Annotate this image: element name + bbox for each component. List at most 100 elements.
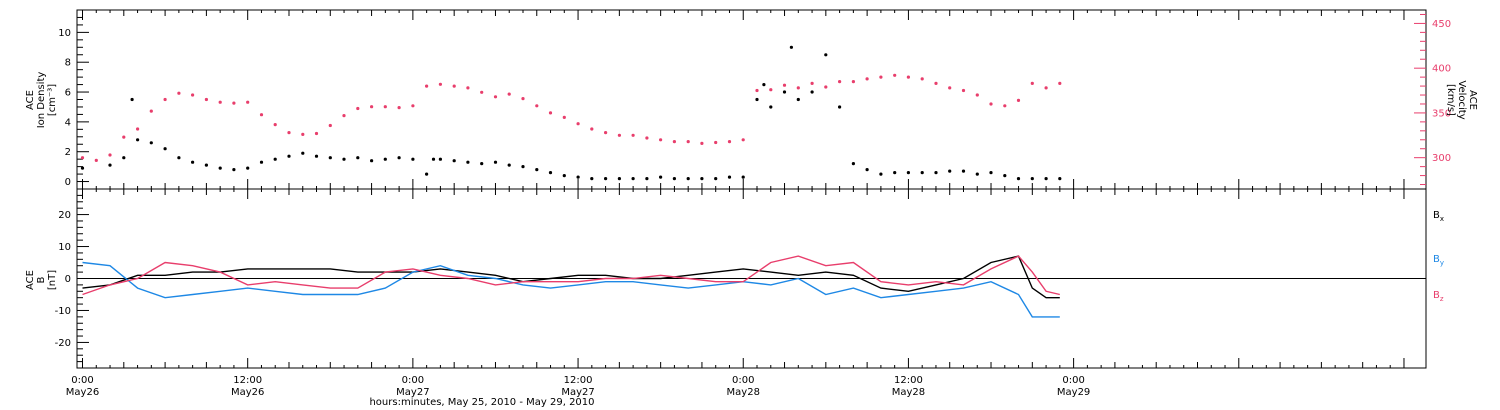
density-point [961,169,966,173]
top-left-ticks: 0 2 4 6 8 10 [58,9,89,188]
density-point [645,177,649,181]
top-left-axis-title-line1: ACE [25,90,36,110]
velocity-point [191,93,195,97]
velocity-point [824,85,828,89]
density-point [741,175,745,179]
x-tick-time-label: 0:00 [71,375,93,386]
density-point [177,156,181,160]
density-point [301,151,305,155]
top-right-ticks: 300 350 400 450 [1414,13,1451,186]
density-point [80,166,85,170]
velocity-point [328,123,332,128]
velocity-point [741,138,745,142]
density-point [906,171,911,175]
velocity-point [659,138,663,142]
bottom-left-tick-label: 10 [58,242,71,253]
density-point [590,177,594,181]
density-point [108,163,112,167]
density-point [838,105,842,109]
density-point [383,157,387,161]
density-point [865,168,869,172]
density-point [796,97,800,102]
velocity-point [1044,86,1048,90]
velocity-point [136,127,140,131]
density-point [769,105,773,109]
velocity-point [617,133,622,137]
density-point [782,90,787,94]
top-right-axis-title-line2: Velocity [1456,80,1467,119]
density-point [948,169,952,173]
density-point [259,160,264,164]
velocity-point [301,132,305,136]
velocity-point [80,156,85,160]
density-point [975,172,979,176]
bottom-left-axis-title-line1: ACE [25,270,36,290]
density-point [727,175,732,179]
density-point [163,147,167,151]
density-point [672,177,677,181]
density-point [789,45,794,49]
velocity-point [246,100,250,104]
bottom-left-ticks: -20 -10 0 10 20 [55,188,89,369]
velocity-point [163,97,167,102]
density-point [631,177,635,181]
top-right-tick-label: 300 [1432,153,1451,164]
x-axis-ticks: 0:00May2612:00May260:00May2712:00May270:… [66,10,1405,398]
legend-bz: Bz [1433,290,1444,303]
velocity-point [383,105,387,109]
bottom-left-tick-label: 20 [58,210,71,221]
x-tick-date-label: May26 [66,387,99,398]
density-point [273,157,277,161]
velocity-point [204,97,208,102]
velocity-point [149,109,153,113]
velocity-point [906,75,911,79]
density-point [1058,177,1062,181]
density-point [493,160,498,164]
velocity-point [259,113,264,117]
velocity-point [838,80,842,84]
velocity-point [314,131,319,136]
velocity-point [590,127,594,131]
velocity-point [562,115,566,119]
density-point [851,162,856,166]
velocity-point [810,81,814,85]
x-tick-date-label: May27 [561,387,594,398]
velocity-point [893,73,897,77]
velocity-point [865,77,869,81]
top-left-axis-title-line2: Ion Density [36,72,47,129]
velocity-point [782,83,787,87]
top-right-axis-title-line3: [km/s] [1445,84,1456,116]
top-left-tick-label: 6 [65,88,71,99]
density-point [1016,177,1021,181]
density-point [218,166,222,170]
velocity-point [1058,81,1062,85]
density-point [149,141,153,145]
top-left-axis-title-line3: [cm⁻³] [47,84,58,116]
density-point [204,163,208,167]
top-right-tick-label: 400 [1432,64,1451,75]
velocity-point [466,86,470,90]
series-line-by [82,261,1060,318]
velocity-point [700,141,704,145]
series-line-bx [82,255,1060,299]
velocity-point [961,88,966,93]
density-point [617,177,622,181]
density-point [810,90,814,94]
bottom-left-tick-label: -20 [55,338,71,349]
density-point [425,172,429,176]
density-point [431,157,436,161]
velocity-point [879,75,883,79]
bottom-left-axis-title-line2: B [36,276,47,283]
density-point [989,171,993,175]
density-point [714,177,718,181]
velocity-point [425,84,429,88]
velocity-point [1003,104,1007,108]
top-right-tick-label: 450 [1432,19,1451,30]
velocity-point [232,101,236,105]
density-point [370,159,374,163]
density-point [920,171,924,175]
density-point [824,53,828,57]
x-tick-time-label: 12:00 [233,375,262,386]
velocity-point [576,122,580,126]
density-point [1003,174,1007,178]
